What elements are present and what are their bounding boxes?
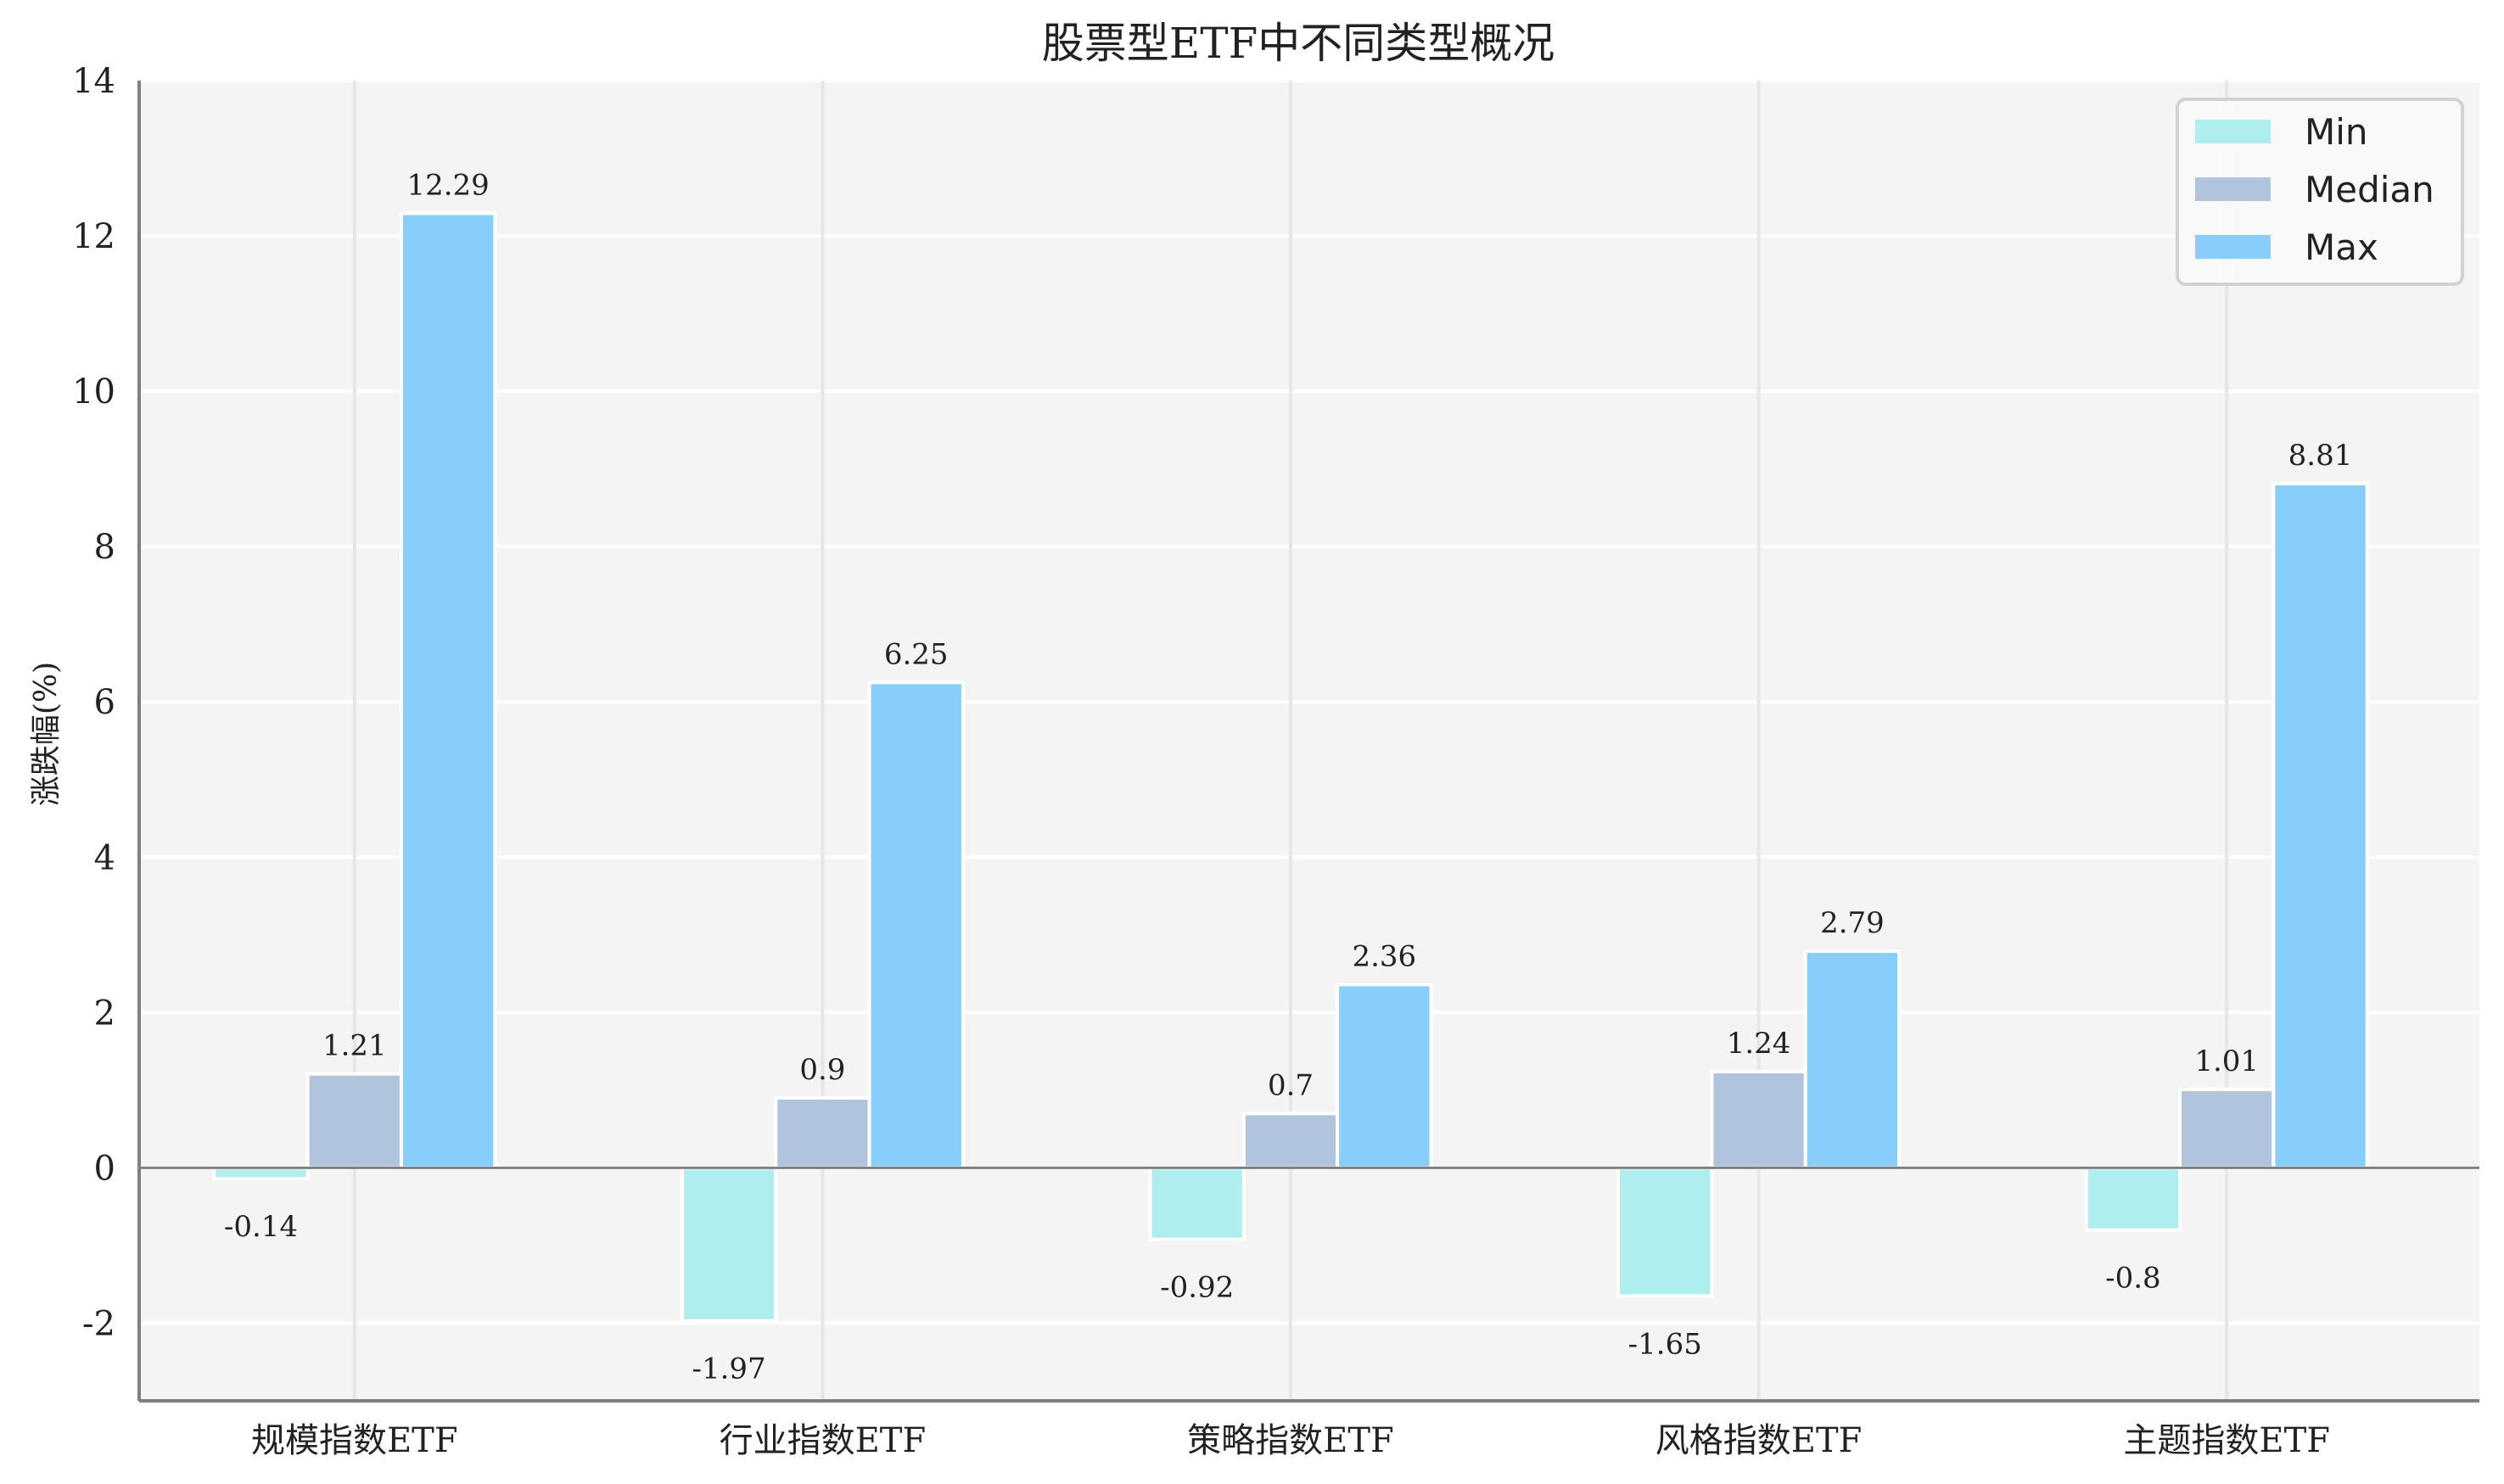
legend-label-min: Min <box>2305 111 2368 153</box>
chart-title: 股票型ETF中不同类型概况 <box>1042 19 1555 68</box>
y-tick-label: 0 <box>94 1149 115 1188</box>
data-label: 8.81 <box>2288 439 2353 473</box>
bars <box>212 211 2369 1323</box>
x-tick-labels: 规模指数ETF 行业指数ETF 策略指数ETF 风格指数ETF 主题指数ETF <box>251 1421 2330 1460</box>
data-label: 2.36 <box>1352 939 1416 973</box>
data-label: 0.9 <box>799 1053 845 1087</box>
legend-swatch-min <box>2195 120 2271 143</box>
y-tick-label: 6 <box>94 683 115 722</box>
legend-swatch-max <box>2195 235 2271 259</box>
data-label: 6.25 <box>884 637 949 671</box>
bar-median <box>1710 1069 1807 1170</box>
bar-median <box>2178 1087 2276 1170</box>
x-tick-label: 主题指数ETF <box>2123 1421 2330 1460</box>
data-label: 1.24 <box>1727 1027 1791 1061</box>
y-tick-label: 8 <box>94 528 115 567</box>
y-tick-label: -2 <box>82 1304 115 1343</box>
y-tick-label: 14 <box>72 62 115 101</box>
data-label: 2.79 <box>1820 906 1885 940</box>
bar-max <box>399 211 497 1170</box>
y-axis-label: 涨跌幅(%) <box>29 662 64 806</box>
legend: Min Median Max <box>2176 98 2464 286</box>
x-tick-label: 风格指数ETF <box>1655 1421 1863 1460</box>
bar-median <box>1241 1112 1340 1170</box>
bar-min <box>1148 1166 1246 1241</box>
data-label: 12.29 <box>406 169 489 203</box>
bar-max <box>2272 482 2369 1170</box>
y-tick-label: 10 <box>72 372 115 412</box>
legend-label-max: Max <box>2305 227 2378 268</box>
bar-min <box>212 1166 310 1181</box>
x-tick-label: 规模指数ETF <box>251 1421 458 1460</box>
y-tick-label: 12 <box>72 217 115 256</box>
bar-median <box>774 1096 871 1170</box>
y-tick-label: 2 <box>94 994 115 1033</box>
data-label: -0.92 <box>1160 1271 1234 1305</box>
data-labels: -0.14 -1.97 -0.92 -1.65 -0.8 1.21 0.9 0.7 1.24 1.… <box>224 169 2352 1386</box>
y-tick-labels: -2 0 2 4 6 8 10 12 14 <box>72 62 115 1343</box>
data-label: -1.97 <box>692 1352 765 1386</box>
bar-max <box>867 680 965 1170</box>
data-label: 0.7 <box>1268 1068 1314 1102</box>
legend-swatch-median <box>2195 177 2271 201</box>
data-label: -1.65 <box>1628 1327 1702 1361</box>
data-label: 1.21 <box>322 1029 387 1063</box>
data-label: 1.01 <box>2194 1044 2259 1078</box>
data-label: -0.14 <box>224 1210 298 1244</box>
legend-label-median: Median <box>2305 169 2434 210</box>
data-label: -0.8 <box>2105 1262 2161 1296</box>
bar-min <box>680 1166 778 1323</box>
x-tick-label: 行业指数ETF <box>720 1421 927 1460</box>
bar-median <box>305 1072 403 1170</box>
bar-max <box>1803 949 1902 1170</box>
bar-min <box>1616 1166 1714 1298</box>
axes <box>137 81 2479 1403</box>
x-tick-label: 策略指数ETF <box>1187 1421 1394 1460</box>
bar-max <box>1336 983 1433 1170</box>
y-tick-label: 4 <box>94 838 115 877</box>
bar-min <box>2084 1166 2182 1232</box>
